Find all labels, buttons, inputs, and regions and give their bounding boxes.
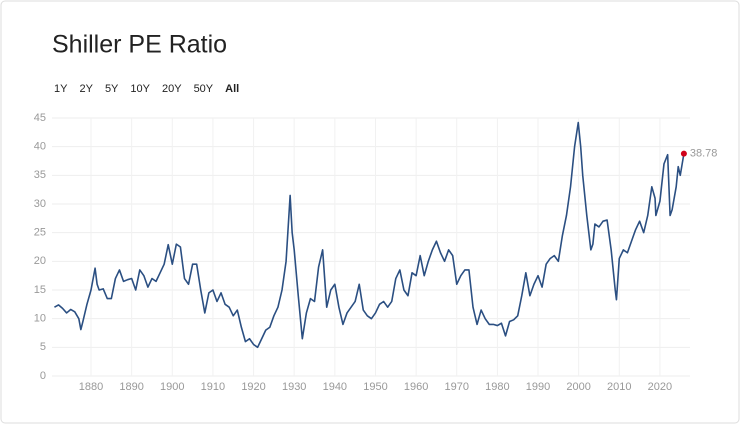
- x-tick-label: 2000: [566, 381, 590, 393]
- x-tick-label: 1990: [526, 381, 550, 393]
- x-tick-label: 1930: [282, 381, 306, 393]
- x-tick-label: 1890: [119, 381, 143, 393]
- x-tick-label: 1980: [485, 381, 509, 393]
- y-tick-label: 25: [34, 227, 46, 239]
- x-tick-label: 1900: [160, 381, 184, 393]
- range-button[interactable]: 50Y: [194, 83, 214, 95]
- x-tick-label: 1910: [201, 381, 225, 393]
- range-button[interactable]: 2Y: [79, 83, 93, 95]
- y-tick-label: 30: [34, 198, 46, 210]
- x-tick-label: 1920: [241, 381, 265, 393]
- range-button[interactable]: 20Y: [162, 83, 182, 95]
- y-tick-label: 20: [34, 255, 46, 267]
- chart-title: Shiller PE Ratio: [52, 31, 227, 59]
- y-tick-label: 5: [40, 341, 46, 353]
- y-tick-label: 45: [34, 112, 46, 124]
- range-button[interactable]: All: [225, 83, 239, 95]
- x-tick-label: 2020: [648, 381, 672, 393]
- x-tick-label: 1880: [79, 381, 103, 393]
- y-tick-label: 35: [34, 169, 46, 181]
- range-button[interactable]: 1Y: [54, 83, 68, 95]
- y-tick-label: 15: [34, 284, 46, 296]
- x-tick-label: 2010: [607, 381, 631, 393]
- x-tick-label: 1950: [363, 381, 387, 393]
- y-tick-label: 10: [34, 313, 46, 325]
- y-tick-label: 40: [34, 141, 46, 153]
- data-line: [54, 121, 685, 349]
- x-tick-label: 1970: [445, 381, 469, 393]
- range-button[interactable]: 10Y: [130, 83, 150, 95]
- x-tick-label: 1940: [323, 381, 347, 393]
- x-tick-label: 1960: [404, 381, 428, 393]
- y-tick-label: 0: [40, 370, 46, 382]
- end-marker: [680, 150, 687, 157]
- range-button[interactable]: 5Y: [105, 83, 119, 95]
- end-value-label: 38.78: [690, 148, 718, 160]
